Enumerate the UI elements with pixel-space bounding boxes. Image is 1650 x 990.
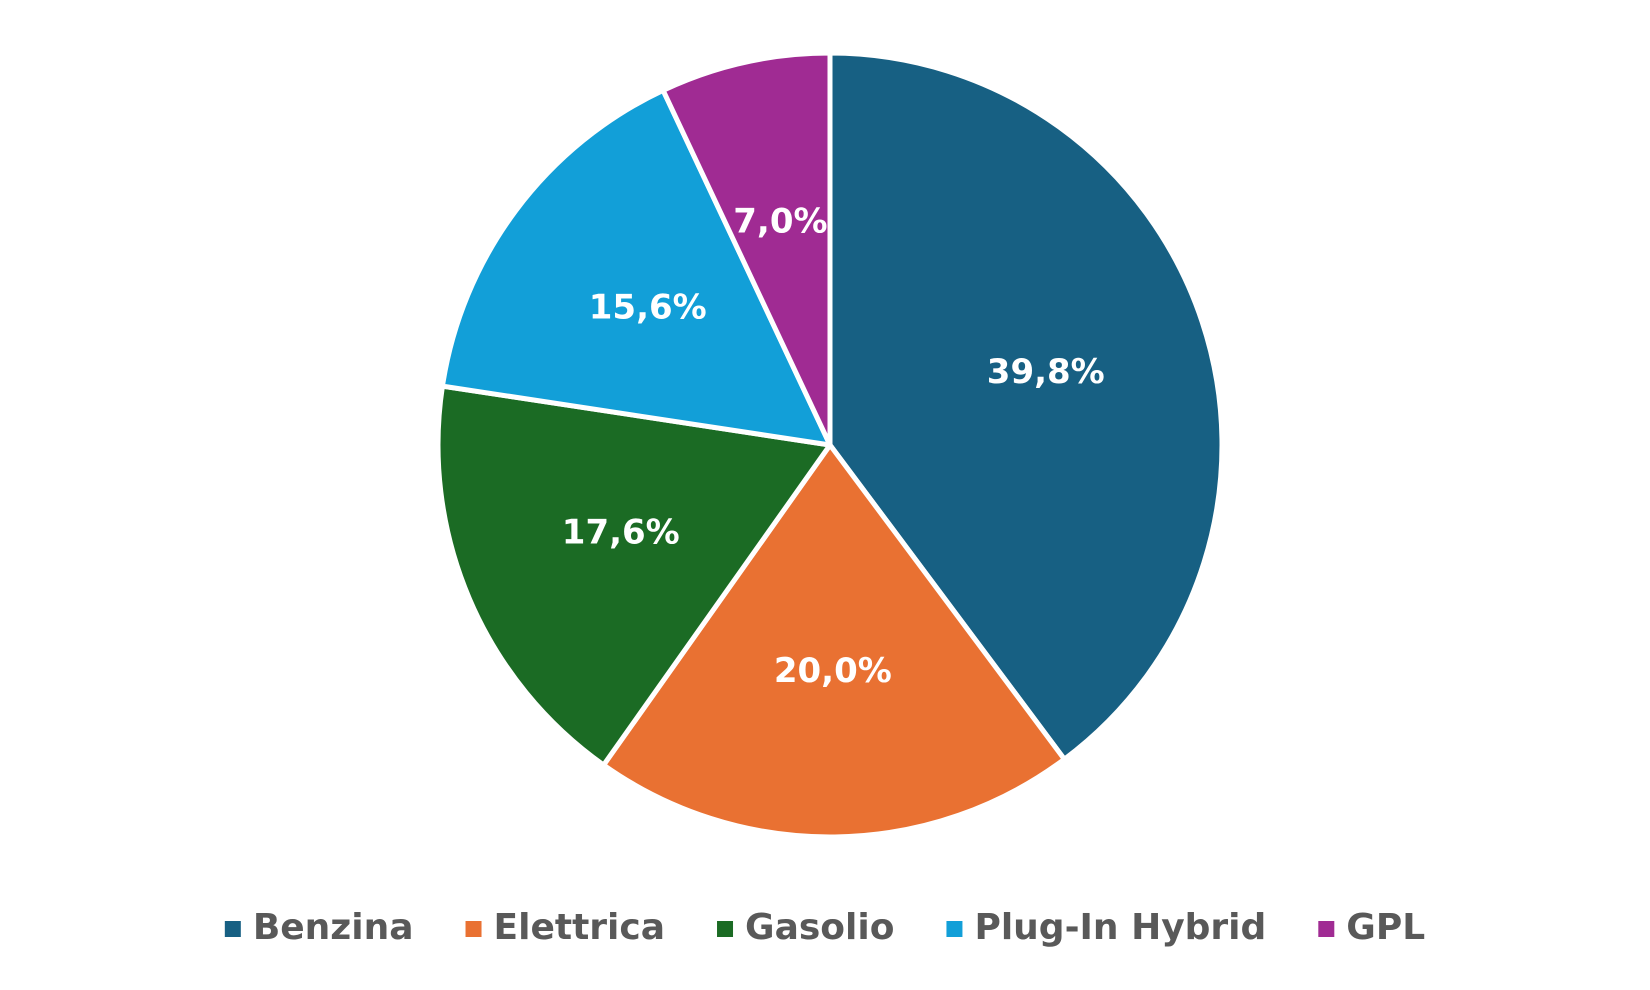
legend-label: Plug-In Hybrid [974, 907, 1266, 948]
legend-item: Elettrica [465, 907, 666, 948]
data-label: 20,0% [774, 651, 892, 691]
legend: Benzina Elettrica Gasolio Plug-In Hybrid GPL [224, 907, 1425, 948]
legend-label: Elettrica [494, 907, 666, 948]
pie: 39,8% 20,0% 17,6% 15,6% 7,0% [435, 50, 1225, 840]
legend-label: Gasolio [745, 907, 894, 948]
legend-item: Gasolio [717, 907, 894, 948]
legend-swatch [224, 921, 241, 937]
data-label: 17,6% [562, 512, 680, 552]
legend-swatch [1318, 921, 1335, 937]
legend-item: Benzina [224, 907, 414, 948]
pie-slice [435, 383, 833, 768]
pie-slice [601, 442, 1067, 840]
legend-swatch [465, 921, 482, 937]
data-label: 7,0% [733, 202, 827, 242]
pie-slice [439, 87, 833, 448]
pie-slice [827, 50, 1225, 762]
pie-slice [660, 50, 833, 448]
legend-label: Benzina [253, 907, 414, 948]
legend-swatch [946, 921, 963, 937]
legend-label: GPL [1346, 907, 1425, 948]
legend-swatch [717, 921, 734, 937]
data-label: 15,6% [589, 288, 707, 328]
data-label: 39,8% [987, 352, 1105, 392]
legend-item: GPL [1318, 907, 1425, 948]
legend-item: Plug-In Hybrid [946, 907, 1266, 948]
